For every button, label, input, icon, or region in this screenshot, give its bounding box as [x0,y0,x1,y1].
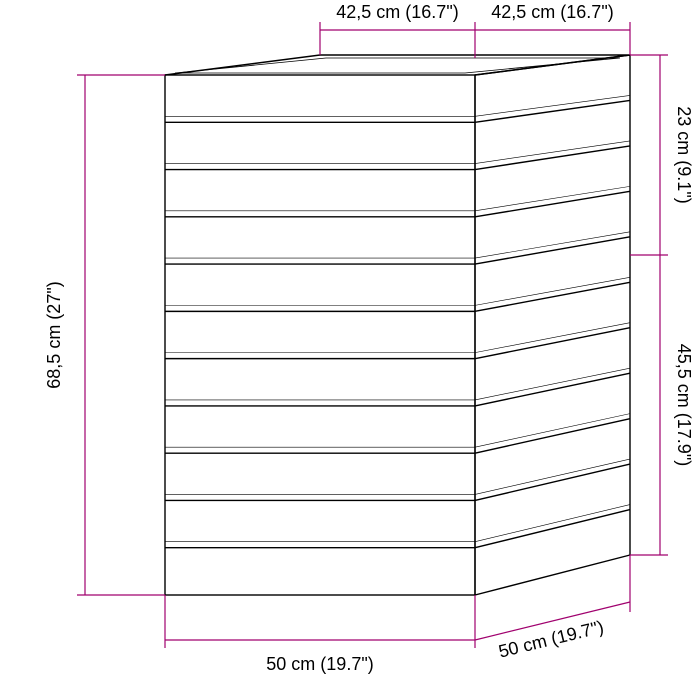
planter-side-slat-gap [475,186,630,210]
planter-side-slat-gap [475,414,630,448]
planter-side-slat-gap [475,141,630,164]
planter-side-slat [475,100,630,122]
planter-side-slat-gap [475,505,630,542]
planter-side-slat [475,146,630,170]
planter-side-slat-gap [475,459,630,494]
planter-side-slat [475,191,630,216]
dim-label-bottom-right: 50 cm (19.7") [497,617,606,662]
dim-label-left: 68,5 cm (27") [44,281,64,388]
planter-side-slat-gap [475,323,630,353]
planter-side-slat-gap [475,277,630,305]
planter-side-slat [475,328,630,359]
dim-label-top-right: 42,5 cm (16.7") [491,2,613,22]
dim-label-right-upper: 23 cm (9.1") [674,106,694,203]
planter-side-slat-gap [475,95,630,116]
planter-side-slat [475,237,630,264]
planter-side-slat-gap [475,232,630,258]
planter-side-slat [475,419,630,454]
planter-side-slat [475,282,630,311]
planter-side-slat [475,510,630,548]
dim-label-bottom-left: 50 cm (19.7") [266,654,373,674]
planter-side-slat [475,373,630,406]
planter-side-slat [475,464,630,500]
planter-front-face [165,75,475,595]
dim-label-top-left: 42,5 cm (16.7") [336,2,458,22]
planter-side-face [475,55,630,595]
planter-side-slat-gap [475,368,630,400]
dim-label-right-lower: 45,5 cm (17.9") [674,344,694,466]
